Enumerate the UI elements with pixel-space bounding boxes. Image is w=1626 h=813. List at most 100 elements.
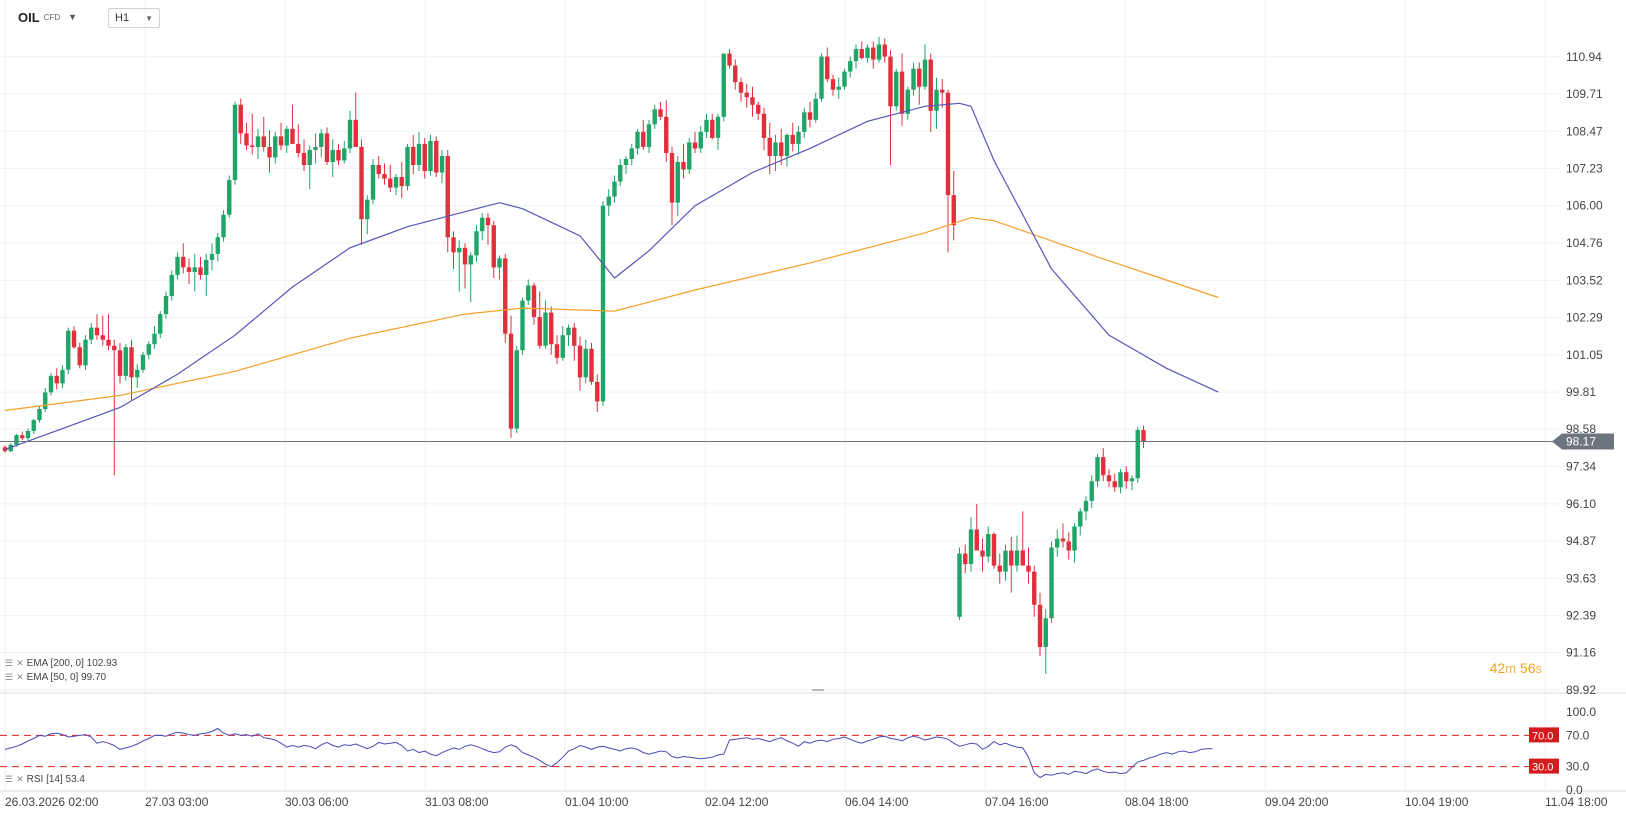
candle — [324, 127, 330, 165]
candle-body — [1089, 481, 1094, 501]
symbol-name: OIL — [18, 9, 40, 25]
candle-body — [963, 553, 968, 565]
menu-icon[interactable]: ☰ — [5, 672, 14, 682]
candle — [508, 315, 514, 438]
current-price-tag: 98.17 — [1552, 433, 1614, 450]
timeframe-selector[interactable]: H1 ▼ — [108, 8, 160, 28]
time-tick-label: 10.04 19:00 — [1405, 795, 1469, 809]
candle-body — [301, 152, 307, 165]
time-tick-label: 30.03 06:00 — [285, 795, 349, 809]
candle — [89, 323, 94, 345]
candle — [353, 92, 358, 147]
candle-body — [175, 256, 180, 275]
close-icon[interactable]: ✕ — [16, 774, 24, 784]
candle — [313, 133, 318, 164]
candle — [928, 53, 933, 132]
candle — [882, 38, 887, 63]
candle-body — [531, 285, 537, 318]
candle-body — [324, 133, 330, 162]
candle — [1135, 427, 1140, 483]
candle-body — [215, 237, 220, 254]
candle — [296, 124, 301, 158]
candle-body — [641, 131, 646, 147]
candle-countdown: 42m 56s — [1490, 660, 1542, 676]
candle-body — [336, 149, 341, 161]
candle — [1118, 469, 1123, 494]
candle-body — [474, 231, 479, 256]
candle-body — [675, 161, 680, 203]
candle-body — [549, 312, 554, 345]
candle — [531, 282, 537, 325]
time-tick-label: 27.03 03:00 — [145, 795, 209, 809]
price-tick-label: 99.81 — [1566, 385, 1596, 399]
candle-body — [71, 330, 77, 348]
close-icon[interactable]: ✕ — [16, 672, 24, 682]
candle — [503, 253, 508, 343]
candle — [813, 92, 818, 123]
candle — [830, 74, 836, 96]
candle — [784, 133, 790, 167]
candle — [434, 136, 439, 178]
candle-body — [733, 65, 738, 83]
candle-body — [140, 354, 146, 370]
candle — [612, 175, 617, 203]
candle-body — [60, 369, 65, 384]
ema50-legend[interactable]: ☰ ✕ EMA [50, 0] 99.70 — [5, 672, 106, 683]
candle — [836, 77, 841, 99]
candle — [158, 311, 163, 339]
candle — [526, 279, 531, 306]
candle-body — [273, 136, 278, 158]
rsi-legend[interactable]: ☰ ✕ RSI [14] 53.4 — [5, 774, 85, 785]
candle — [589, 342, 594, 385]
candle-body — [434, 140, 439, 173]
candle — [146, 341, 151, 360]
menu-icon[interactable]: ☰ — [5, 658, 14, 668]
candle — [60, 365, 65, 388]
candle — [1066, 532, 1071, 560]
price-tick-label: 104.76 — [1566, 236, 1603, 250]
candle — [370, 158, 376, 205]
candle-body — [278, 136, 284, 146]
candle-body — [526, 285, 531, 301]
candle — [980, 538, 985, 572]
ema200-legend[interactable]: ☰ ✕ EMA [200, 0] 102.93 — [5, 658, 117, 669]
candle — [1003, 544, 1008, 581]
candle-body — [859, 49, 864, 59]
close-icon[interactable]: ✕ — [16, 658, 24, 668]
candle-body — [428, 140, 433, 172]
symbol-selector[interactable]: OIL CFD ▼ — [18, 8, 77, 26]
grid — [0, 0, 1560, 790]
candle-body — [491, 225, 496, 268]
price-tick-label: 103.52 — [1566, 273, 1603, 287]
price-tick-label: 93.63 — [1566, 571, 1596, 585]
candle — [468, 252, 473, 303]
candle-body — [204, 259, 209, 275]
candle-body — [606, 196, 611, 206]
candle-body — [698, 131, 703, 149]
candle-body — [922, 59, 928, 87]
candle-body — [181, 256, 186, 268]
candle — [100, 315, 105, 346]
candle — [152, 326, 157, 349]
candle — [422, 137, 427, 179]
candle-body — [296, 143, 301, 153]
candle-body — [411, 146, 416, 165]
candle-body — [1009, 550, 1014, 566]
candle — [629, 143, 634, 165]
menu-icon[interactable]: ☰ — [5, 774, 14, 784]
candle — [1141, 425, 1146, 449]
rsi-level-tag-bg — [1529, 727, 1559, 743]
candle — [750, 86, 755, 117]
candle-body — [537, 317, 542, 346]
candle — [721, 53, 726, 122]
candle-body — [911, 68, 916, 90]
candle — [169, 270, 174, 301]
candle-body — [117, 350, 123, 376]
timeframe-label: H1 — [115, 12, 130, 24]
candle — [802, 107, 807, 138]
time-axis: 26.03.2026 02:00 27.03 03:00 30.03 06:00 31… — [5, 795, 1608, 809]
candle — [945, 89, 951, 253]
candle-body — [480, 217, 485, 232]
candle-body — [819, 56, 824, 99]
